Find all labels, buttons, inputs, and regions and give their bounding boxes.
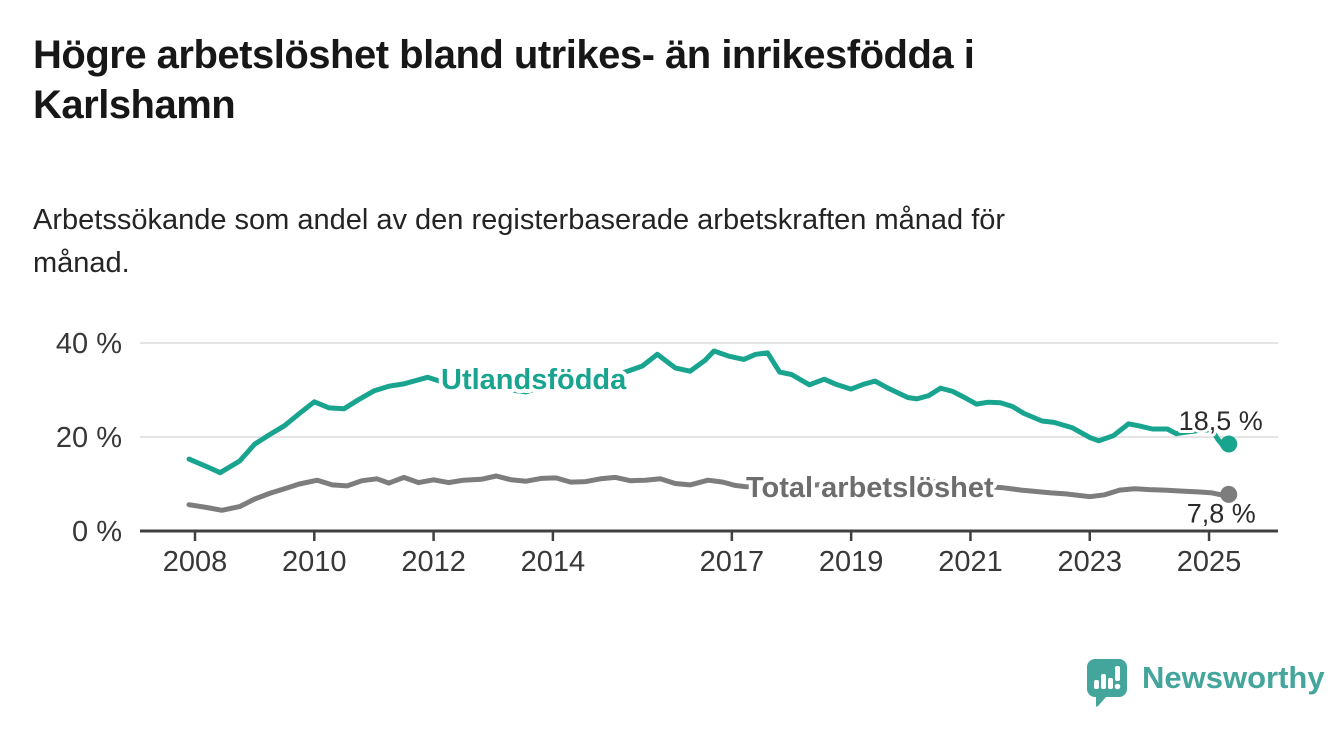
x-axis-tick-label: 2014 [521,546,586,578]
series-end-dot [1220,435,1238,453]
x-axis-tick-label: 2019 [819,546,884,578]
y-axis-tick-label: 40 % [56,328,122,360]
newsworthy-logo: Newsworthy [1086,658,1325,710]
series-end-value-label: 18,5 % [1179,406,1263,436]
x-axis-tick-label: 2021 [938,546,1003,578]
x-axis-tick-label: 2023 [1057,546,1122,578]
subtitle-line-1: Arbetssökande som andel av den registerb… [33,204,1006,236]
x-axis-tick-label: 2010 [282,546,347,578]
series-line-utlandsf-dda [186,348,1232,476]
series-line-total-arbetsl-shet [186,473,1232,513]
page-title: Högre arbetslöshet bland utrikes- än inr… [33,30,1253,130]
x-axis-tick-label: 2008 [163,546,228,578]
bar-chart-speech-bubble-icon [1087,659,1127,707]
series-label-utlandsf-dda: Utlandsfödda [441,364,627,396]
x-axis-tick-label: 2012 [401,546,466,578]
logo-text: Newsworthy [1142,660,1325,695]
chart-subtitle: Arbetssökande som andel av den registerb… [33,199,1263,285]
y-axis-tick-label: 0 % [72,516,122,548]
y-axis-tick-label: 20 % [56,422,122,454]
series-end-dot [1220,485,1238,503]
series-label-total-arbetsl-shet: Total arbetslöshet [746,472,994,504]
series-end-value-label: 7,8 % [1187,498,1256,528]
subtitle-line-2: månad. [33,247,130,279]
title-line-2: Karlshamn [33,83,236,127]
x-axis-tick-label: 2025 [1177,546,1242,578]
title-line-1: Högre arbetslöshet bland utrikes- än inr… [33,33,975,77]
x-axis-tick-label: 2017 [700,546,765,578]
